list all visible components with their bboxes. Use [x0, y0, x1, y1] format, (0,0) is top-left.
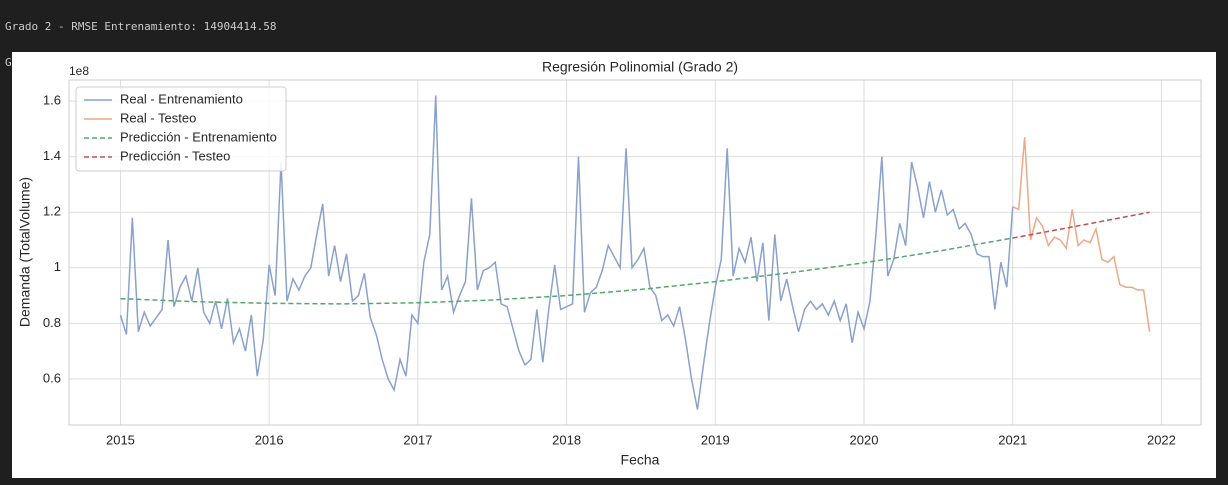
legend-label: Real - Entrenamiento [120, 91, 243, 106]
y-tick-label: 1.6 [43, 93, 61, 108]
y-tick-label: 1.2 [43, 204, 61, 219]
legend-label: Predicción - Testeo [120, 148, 230, 163]
legend-label: Real - Testeo [120, 110, 196, 125]
y-tick-label: 1 [54, 259, 61, 274]
x-tick-label: 2022 [1147, 432, 1176, 447]
legend: Real - Entrenamiento Real - Testeo Predicc… [75, 86, 287, 172]
series-line [1012, 211, 1150, 239]
x-tick-label: 2016 [255, 432, 284, 447]
x-tick-label: 2020 [850, 432, 879, 447]
series-line [119, 95, 1014, 410]
y-tick-label: 1.4 [43, 148, 61, 163]
chart-title: Regresión Polinomial (Grado 2) [542, 59, 738, 75]
x-tick-label: 2021 [998, 432, 1027, 447]
output-line: Grado 2 - RMSE Entrenamiento: 14904414.5… [5, 20, 277, 33]
x-tick-label: 2019 [701, 432, 730, 447]
chart: Regresión Polinomial (Grado 2) 1e8 Fecha… [12, 52, 1216, 478]
y-offset-label: 1e8 [69, 64, 89, 78]
legend-label: Predicción - Entrenamiento [120, 129, 277, 144]
y-tick-label: 0.8 [43, 315, 61, 330]
x-tick-label: 2015 [106, 432, 135, 447]
series-line [1012, 137, 1151, 332]
x-tick-label: 2018 [552, 432, 581, 447]
y-tick-label: 0.6 [43, 370, 61, 385]
plot-frame [68, 79, 1202, 426]
y-axis-label: Demanda (TotalVolume) [17, 177, 33, 327]
x-tick-label: 2017 [403, 432, 432, 447]
x-axis-label: Fecha [621, 452, 660, 468]
series-line [120, 237, 1013, 305]
legend-box [75, 86, 287, 172]
